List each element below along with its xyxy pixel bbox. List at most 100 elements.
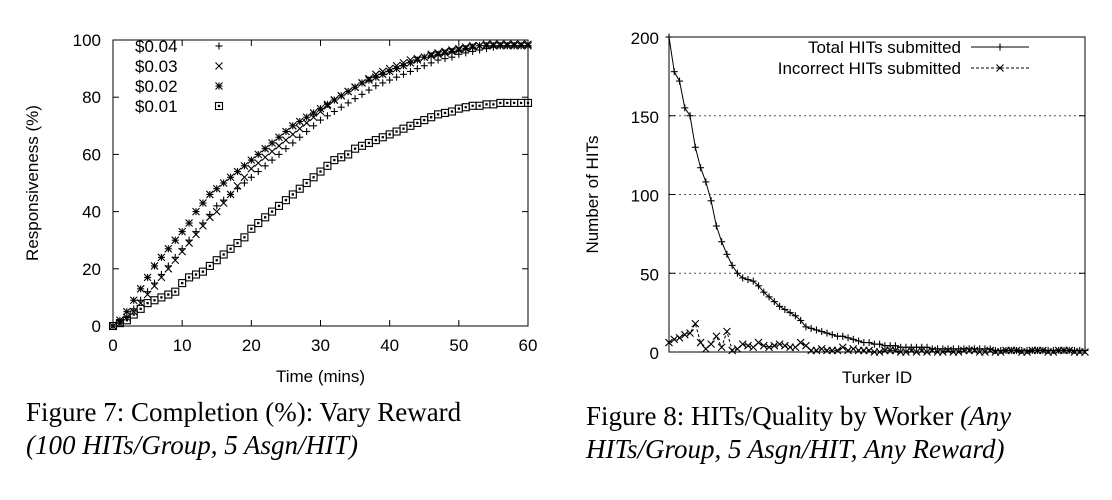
data-point [723,250,731,258]
data-point [344,87,353,96]
data-point [796,338,805,347]
data-point [1081,348,1089,356]
data-point [427,51,436,60]
data-point [691,319,700,328]
data-point [1038,346,1047,355]
y-tick-label: 20 [82,260,101,279]
data-point [295,184,304,193]
data-point [812,346,821,355]
data-point [178,279,187,288]
data-point [136,304,145,313]
data-point [116,316,124,325]
data-point [691,143,699,151]
data-point [330,156,339,165]
data-point [122,307,131,316]
data-point [275,133,283,142]
data-point [254,168,262,176]
data-point [212,184,221,193]
data-point [261,144,270,153]
data-point [749,277,757,285]
data-point [791,312,799,320]
data-point [247,164,256,173]
data-point [378,70,387,79]
y-tick-label: 100 [631,187,659,206]
data-point [855,337,863,345]
data-point [786,309,794,317]
data-point [191,270,201,279]
data-point [839,332,847,340]
data-point [680,330,689,339]
legend-label: Total HITs submitted [808,38,961,57]
legend-marker [215,62,223,70]
data-point [330,108,338,115]
data-point [316,104,325,113]
data-point [781,305,789,313]
data-point [150,262,159,270]
data-point [523,98,533,107]
legend-label: $0.03 [135,57,178,76]
data-point [164,264,173,273]
data-point [496,41,505,50]
data-point [696,338,705,347]
data-point [944,346,952,355]
data-point [676,77,684,85]
data-point [240,179,248,187]
data-point [728,346,737,355]
data-point [875,348,884,356]
data-point [420,62,428,70]
data-point [268,207,277,216]
data-point [358,90,366,98]
data-point [406,121,415,130]
y-tick-label: 150 [631,108,659,127]
data-point [365,86,373,94]
data-point [212,256,221,265]
data-point [379,79,387,87]
data-point [295,117,304,126]
data-point [739,274,747,282]
data-point [907,346,916,355]
data-point [413,65,421,73]
data-point [240,233,249,242]
data-point [302,113,311,122]
data-point [199,222,207,230]
data-point [454,46,463,54]
data-point [1081,346,1089,354]
data-point [261,213,270,222]
figure-8-caption: Figure 8: HITs/Quality by Worker (Any HI… [586,400,1106,466]
data-point [489,41,498,50]
data-point [517,41,525,50]
data-point [670,68,678,76]
data-point [358,79,366,87]
data-point [891,342,899,350]
data-point [765,343,773,352]
figure-8-caption-tail: (Any HITs/Group, 5 Asgn/HIT, Any Reward) [586,401,1012,464]
data-point [302,119,311,127]
data-point [517,98,526,107]
data-point [434,110,443,119]
data-point [351,83,359,92]
y-axis-label: Responsiveness (%) [23,105,42,261]
y-tick-label: 0 [650,344,659,363]
data-point [461,44,470,53]
data-point [707,340,716,349]
data-point [755,282,763,290]
y-tick-label: 50 [640,265,659,284]
x-tick-label: 20 [242,336,261,355]
data-point [219,250,228,259]
data-point [226,244,235,253]
x-tick-label: 10 [173,336,192,355]
data-point [406,58,415,67]
data-point [744,341,752,350]
data-point [712,332,721,341]
data-point [351,95,359,103]
data-point [765,293,773,301]
data-point [337,153,346,162]
series-line [668,36,1085,351]
data-point [344,99,352,107]
figure-7-caption: Figure 7: Completion (%): Vary Reward (1… [26,396,546,462]
x-tick-label: 0 [108,336,117,355]
data-point [171,236,180,245]
data-point [399,124,408,133]
data-point [723,327,731,336]
data-point [503,41,512,50]
